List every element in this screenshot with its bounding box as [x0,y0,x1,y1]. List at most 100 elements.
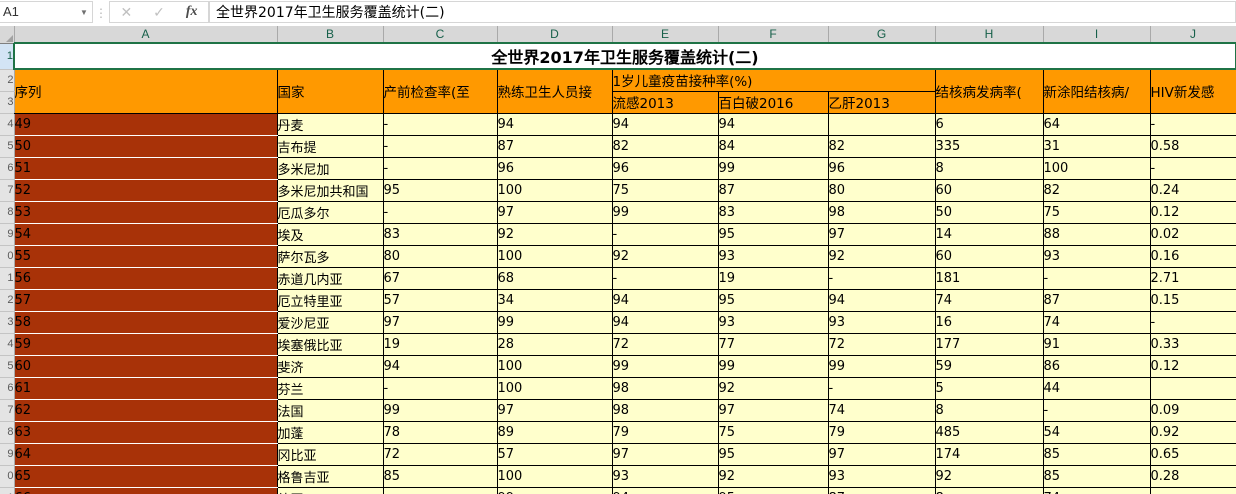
cell-country[interactable]: 多米尼加共和国 [277,179,384,202]
cell-antenatal-care[interactable]: 83 [383,223,498,246]
function-icon[interactable]: fx [185,4,198,19]
cell-dtp[interactable]: 97 [718,399,829,422]
cell-dtp[interactable]: 95 [718,223,829,246]
cell-antenatal-care[interactable]: - [383,201,498,224]
cell-seq[interactable]: 56 [14,266,278,290]
cell-country[interactable]: 格鲁吉亚 [277,465,384,488]
row-number-7[interactable]: 7 [0,179,15,202]
cell-hepatitis-b[interactable]: 96 [828,157,936,180]
header-hiv-new-infections[interactable]: HIV新发感 [1150,68,1236,114]
cell-skilled-personnel[interactable]: 100 [497,245,613,268]
cell-tb-incidence[interactable]: 8 [935,399,1044,422]
cell-tb-incidence[interactable]: 60 [935,179,1044,202]
cell-seq[interactable]: 50 [14,134,278,158]
cell-hiv-new-infections[interactable]: - [1150,157,1236,180]
confirm-icon[interactable]: ✓ [153,3,165,20]
cell-country[interactable]: 加蓬 [277,421,384,444]
cell-influenza[interactable]: 99 [612,201,719,224]
cell-skilled-personnel[interactable]: 28 [497,333,613,356]
header-child-immunization-group[interactable]: 1岁儿童疫苗接种率(%) [612,68,936,92]
cell-antenatal-care[interactable]: 97 [383,311,498,334]
cell-hiv-new-infections[interactable]: - [1150,311,1236,334]
cell-hiv-new-infections[interactable]: 0.92 [1150,421,1236,444]
cell-skilled-personnel[interactable]: 57 [497,443,613,466]
column-header-j[interactable]: J [1150,26,1236,44]
table-row[interactable]: 6 51 多米尼加 -96 96 99 96 8 100- [0,156,1236,180]
column-header-i[interactable]: I [1043,26,1151,44]
cell-skilled-personnel[interactable]: 97 [497,201,613,224]
cell-influenza[interactable]: 79 [612,421,719,444]
cell-dtp[interactable]: 95 [718,443,829,466]
row-number-2[interactable]: 2 [0,69,15,92]
cell-tb-incidence[interactable]: 6 [935,113,1044,136]
cell-smear-positive-tb[interactable]: 85 [1043,465,1151,488]
cell-country[interactable]: 厄立特里亚 [277,289,384,312]
cell-hiv-new-infections[interactable]: 0.12 [1150,355,1236,378]
header-skilled-health-personnel[interactable]: 熟练卫生人员接 [497,68,613,114]
cell-influenza[interactable]: 99 [612,355,719,378]
cell-seq[interactable]: 53 [14,200,278,224]
table-row[interactable]: 5 60 斐济 94 100 99 99 99 59 86 0.12 [0,354,1236,378]
cell-skilled-personnel[interactable]: 92 [497,223,613,246]
cell-dtp[interactable]: 99 [718,157,829,180]
select-all-corner[interactable] [0,26,15,44]
cell-smear-positive-tb[interactable]: 31 [1043,135,1151,158]
cell-hiv-new-infections[interactable]: 0.58 [1150,135,1236,158]
cell-smear-positive-tb[interactable]: 44 [1043,377,1151,400]
cell-country[interactable]: 斐济 [277,355,384,378]
cell-seq[interactable]: 58 [14,310,278,334]
column-header-g[interactable]: G [828,26,936,44]
row-number-19[interactable]: 9 [0,443,15,466]
cell-country[interactable]: 多米尼加 [277,157,384,180]
table-row[interactable]: 4 59 埃塞俄比亚 19 28 72 77 72 177 91 0.33 [0,332,1236,356]
table-row[interactable]: 7 62 法国 99 97 98 97 74 8-0.09 [0,398,1236,422]
cell-tb-incidence[interactable]: 485 [935,421,1044,444]
row-number-10[interactable]: 0 [0,245,15,268]
table-row[interactable]: 8 63 加蓬 78 89 79 75 79 485 54 0.92 [0,420,1236,444]
table-row[interactable]: 3 58 爱沙尼亚 97 99 94 93 93 16 74- [0,310,1236,334]
cell-smear-positive-tb[interactable]: 93 [1043,245,1151,268]
cell-country[interactable]: 萨尔瓦多 [277,245,384,268]
cell-country[interactable]: 法国 [277,399,384,422]
row-number-5[interactable]: 5 [0,135,15,158]
cell-dtp[interactable]: 93 [718,245,829,268]
cell-influenza[interactable]: 72 [612,333,719,356]
cell-antenatal-care[interactable]: - [383,487,498,494]
cell-dtp[interactable]: 94 [718,113,829,136]
cell-antenatal-care[interactable]: 80 [383,245,498,268]
cell-dtp[interactable]: 77 [718,333,829,356]
cell-skilled-personnel[interactable]: 100 [497,377,613,400]
cell-hepatitis-b[interactable]: - [828,267,936,290]
cell-hepatitis-b[interactable]: 97 [828,443,936,466]
cell-influenza[interactable]: 96 [612,157,719,180]
cell-hiv-new-infections[interactable]: 0.15 [1150,289,1236,312]
cell-skilled-personnel[interactable]: 99 [497,487,613,494]
spreadsheet-grid[interactable]: A B C D E F G H I J 1 全世界2017年卫生服务覆盖统计(二… [0,26,1236,494]
cell-seq[interactable]: 61 [14,376,278,400]
cell-antenatal-care[interactable]: - [383,157,498,180]
cancel-icon[interactable]: ✕ [120,3,133,20]
cell-antenatal-care[interactable]: 95 [383,179,498,202]
cell-dtp[interactable]: 93 [718,311,829,334]
cell-country[interactable]: 芬兰 [277,377,384,400]
cell-antenatal-care[interactable]: - [383,113,498,136]
cell-tb-incidence[interactable]: 8 [935,157,1044,180]
row-number-12[interactable]: 2 [0,289,15,312]
cell-skilled-personnel[interactable]: 87 [497,135,613,158]
cell-tb-incidence[interactable]: 74 [935,289,1044,312]
cell-influenza[interactable]: 94 [612,487,719,494]
cell-hepatitis-b[interactable]: 72 [828,333,936,356]
table-row[interactable]: 8 53 厄瓜多尔 -97 99 83 98 50 75 0.12 [0,200,1236,224]
cell-smear-positive-tb[interactable]: 54 [1043,421,1151,444]
cell-influenza[interactable]: 94 [612,311,719,334]
cell-influenza[interactable]: 94 [612,113,719,136]
row-number-20[interactable]: 0 [0,465,15,488]
cell-tb-incidence[interactable]: 16 [935,311,1044,334]
cell-dtp[interactable]: 84 [718,135,829,158]
row-number-4[interactable]: 4 [0,113,15,136]
cell-hiv-new-infections[interactable]: - [1150,113,1236,136]
cell-dtp[interactable]: 99 [718,355,829,378]
table-row[interactable]: 2 57 厄立特里亚 57 34 94 95 94 74 87 0.15 [0,288,1236,312]
cell-skilled-personnel[interactable]: 99 [497,311,613,334]
cell-smear-positive-tb[interactable]: 82 [1043,179,1151,202]
